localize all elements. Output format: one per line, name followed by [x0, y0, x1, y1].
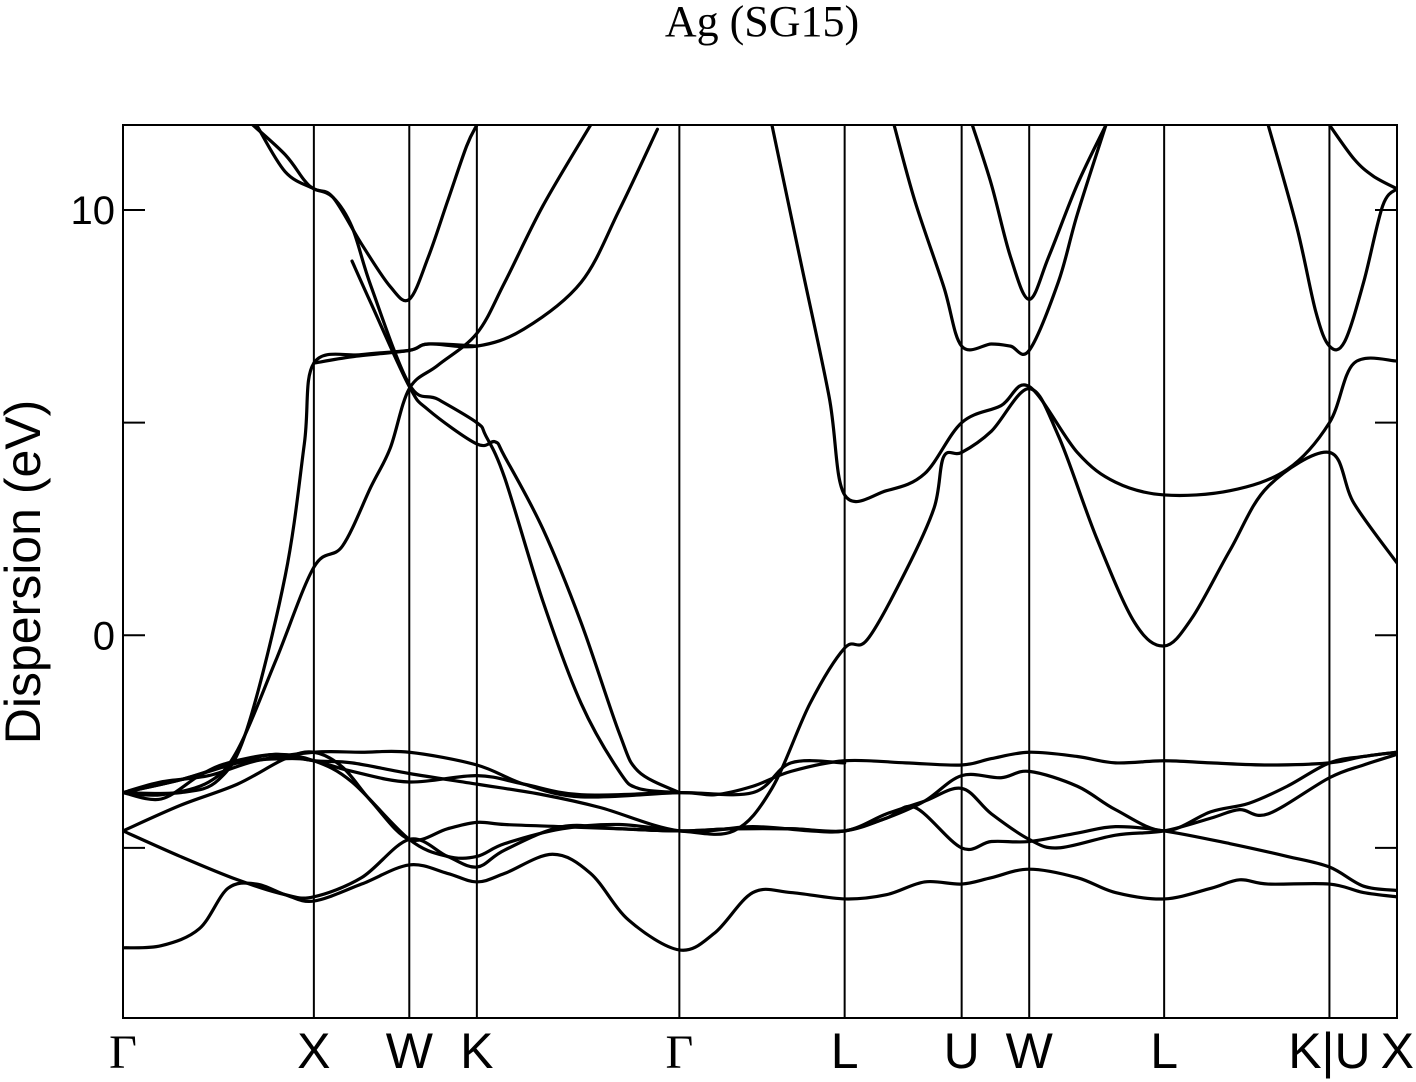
- band-line-1: [123, 852, 1397, 952]
- bands-layer: [123, 125, 1397, 952]
- x-tick-label-9: L: [1150, 1023, 1178, 1079]
- chart-title: Ag (SG15): [665, 0, 859, 46]
- band-line-9: [255, 125, 479, 303]
- x-tick-label-10: K|U: [1288, 1023, 1370, 1079]
- x-tick-label-6: L: [831, 1023, 859, 1079]
- y-tick-label-3: 0: [93, 614, 115, 658]
- x-tick-label-4: K: [460, 1023, 493, 1079]
- y-tick-label-1: 10: [71, 189, 116, 233]
- band-line-6: [123, 125, 593, 797]
- x-tick-label-7: U: [944, 1023, 980, 1079]
- band-line-5: [123, 749, 1397, 799]
- band-line-10: [251, 125, 681, 795]
- x-tick-label-11: X: [1381, 1023, 1414, 1079]
- y-axis-label: Dispersion (eV): [0, 400, 51, 745]
- band-line-14: [770, 125, 1397, 503]
- plot-frame: [122, 124, 1398, 1019]
- band-line-8: [123, 127, 660, 796]
- x-tick-label-2: X: [297, 1023, 330, 1079]
- x-tick-label-5: Γ: [665, 1026, 693, 1079]
- band-line-11: [123, 756, 847, 797]
- band-line-4: [123, 387, 1397, 860]
- x-tick-label-3: W: [386, 1023, 434, 1079]
- band-line-17: [1266, 125, 1397, 352]
- x-tick-label-1: Γ: [109, 1026, 137, 1079]
- band-line-7: [123, 750, 1397, 834]
- x-tick-labels: Γ X W K Γ L U W L K|U X: [109, 1023, 1414, 1079]
- band-line-16: [970, 125, 1108, 301]
- high-symmetry-lines: [312, 125, 1331, 1018]
- band-line-13: [350, 259, 681, 795]
- y-ticks: 10 0: [71, 189, 1397, 849]
- x-tick-label-8: W: [1006, 1023, 1054, 1079]
- band-line-18: [1327, 125, 1397, 191]
- band-line-15: [892, 125, 1108, 356]
